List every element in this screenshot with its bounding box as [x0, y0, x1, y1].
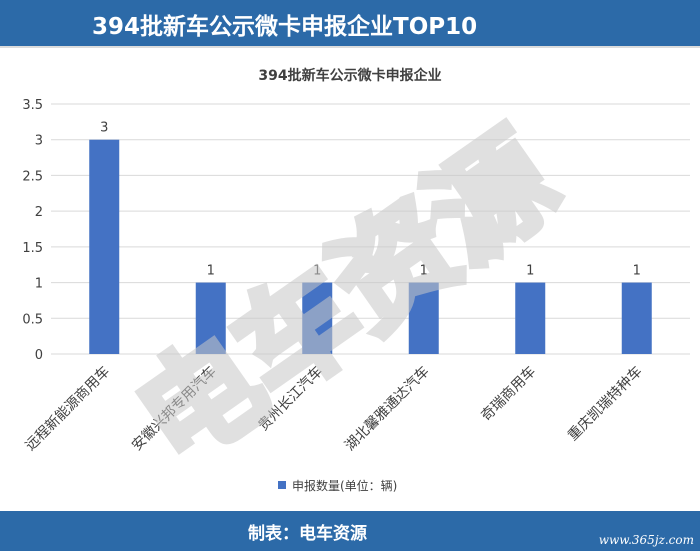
bar — [408, 282, 439, 354]
y-axis-ticks: 0 0.5 1 1.5 2 2.5 3 3.5 — [22, 98, 43, 363]
header-title: 394批新车公示微卡申报企业TOP10 — [92, 14, 478, 40]
plot-area: 394批新车公示微卡申报企业 0 0.5 1 1.5 2 2.5 3 3.5 3 1 1 1 1 1 远… — [0, 48, 700, 511]
legend-label: 申报数量(单位：辆) — [292, 478, 397, 493]
x-tick-label: 重庆凯瑞特种车 — [564, 363, 645, 444]
y-tick-label: 1.5 — [22, 241, 43, 256]
y-tick-label: 0 — [35, 348, 43, 363]
data-label: 1 — [526, 264, 534, 279]
data-label: 3 — [100, 121, 108, 136]
x-tick-label: 贵州长江汽车 — [255, 363, 326, 434]
bars — [89, 139, 652, 354]
footer-credit: 制表：电车资源 — [248, 524, 367, 544]
x-tick-label: 湖北馨雅通达汽车 — [341, 363, 432, 454]
x-axis-ticks: 远程新能源商用车 安徽兴邦专用汽车 贵州长江汽车 湖北馨雅通达汽车 奇瑞商用车 重庆凯瑞特… — [22, 363, 646, 454]
x-tick-label: 远程新能源商用车 — [22, 363, 113, 454]
legend: 申报数量(单位：辆) — [278, 478, 397, 493]
data-label: 1 — [420, 264, 428, 279]
x-tick-label: 安徽兴邦专用汽车 — [128, 363, 219, 454]
data-label: 1 — [207, 264, 215, 279]
data-label: 1 — [633, 264, 641, 279]
bar — [89, 139, 120, 354]
bar — [621, 282, 652, 354]
header-bar: 394批新车公示微卡申报企业TOP10 — [0, 0, 700, 46]
y-tick-label: 3.5 — [22, 98, 43, 113]
y-tick-label: 1 — [35, 277, 43, 292]
y-tick-label: 2.5 — [22, 169, 43, 184]
chart-title: 394批新车公示微卡申报企业 — [258, 67, 441, 84]
bar-chart: 394批新车公示微卡申报企业 0 0.5 1 1.5 2 2.5 3 3.5 3 1 1 1 1 1 远… — [22, 67, 690, 493]
data-label: 1 — [313, 264, 321, 279]
header-divider — [0, 46, 700, 48]
bar — [195, 282, 226, 354]
y-tick-label: 0.5 — [22, 312, 43, 327]
bar — [302, 282, 333, 354]
x-tick-label: 奇瑞商用车 — [478, 363, 540, 425]
y-tick-label: 2 — [35, 205, 43, 220]
footer-bar: 制表：电车资源 www.365jz.com — [0, 511, 700, 551]
footer-site: www.365jz.com — [598, 533, 694, 547]
y-tick-label: 3 — [35, 134, 43, 149]
legend-swatch — [278, 481, 286, 489]
gridlines — [51, 103, 690, 355]
data-labels: 3 1 1 1 1 1 — [100, 121, 641, 279]
bar — [515, 282, 546, 354]
